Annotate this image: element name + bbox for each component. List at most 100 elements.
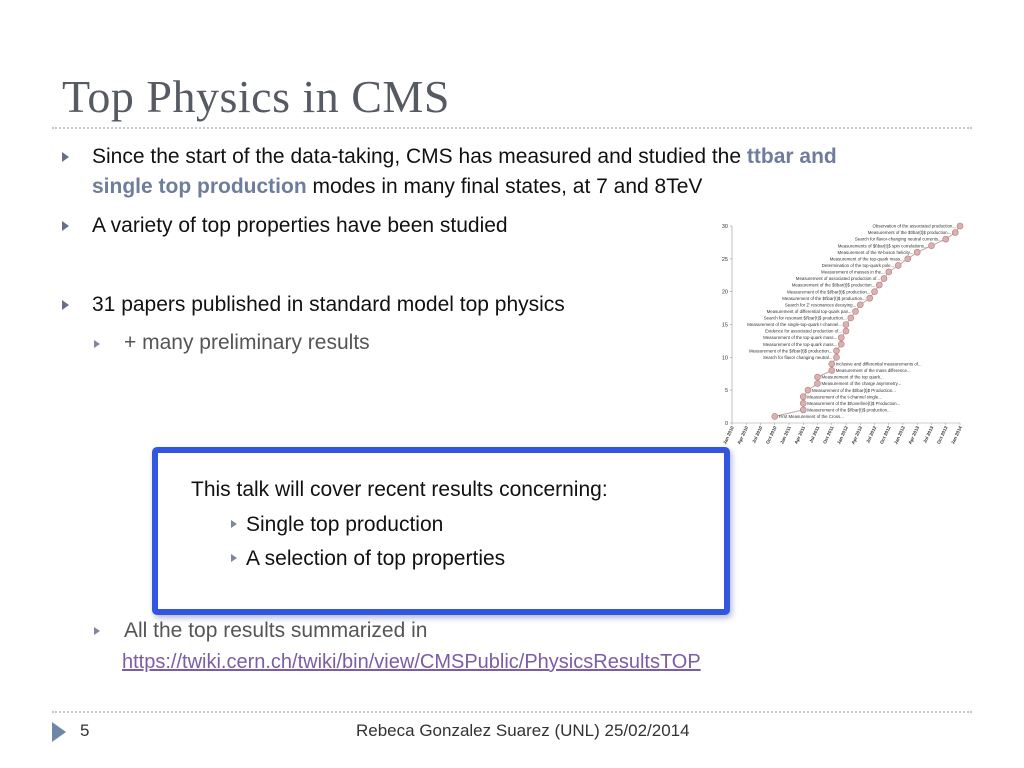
paper-label: Measurement of the $t\overline{t}$ Produ… — [807, 401, 900, 406]
paper-marker — [847, 314, 855, 322]
x-tick-label: Jan 2010 — [722, 425, 735, 445]
paper-label: Search for flavor-changing neutral curre… — [855, 237, 942, 242]
sub-bullet-preliminary: + many preliminary results — [124, 331, 370, 354]
paper-marker — [875, 281, 883, 289]
paper-marker — [799, 406, 807, 414]
page-number: 5 — [80, 721, 90, 740]
x-tick-label: Oct 2013 — [936, 425, 949, 445]
bullet-ttbar-line2: single top production modes in many fina… — [92, 172, 702, 202]
paper-label: Measurement of the $t\bar{t}$ Production… — [812, 388, 896, 393]
x-tick-label: Oct 2010 — [765, 425, 778, 445]
paper-label: Measurement of differential top-quark pa… — [767, 309, 852, 314]
paper-label: Measurement of the t-channel single... — [807, 394, 882, 399]
paper-marker — [951, 229, 959, 236]
bullet-text: modes in many final states, at 7 and 8Te… — [306, 175, 703, 198]
paper-marker — [852, 308, 859, 315]
y-tick-label: 0 — [725, 421, 728, 427]
paper-marker — [904, 255, 912, 263]
y-tick-label: 30 — [722, 224, 728, 230]
y-tick-label: 25 — [722, 257, 728, 263]
paper-label: Measurement of the charge asymmetry... — [822, 381, 902, 386]
x-tick-label: Apr 2010 — [736, 425, 749, 445]
paper-marker — [833, 347, 840, 355]
paper-marker — [842, 321, 850, 328]
x-tick-label: Jan 2012 — [836, 425, 849, 445]
x-tick-label: Oct 2012 — [879, 425, 892, 445]
paper-label: First Measurement of the Cross... — [779, 414, 844, 419]
x-tick-label: Apr 2012 — [850, 425, 863, 445]
paper-marker — [866, 294, 874, 302]
paper-label: Measurement of the top-quark mass... — [763, 342, 837, 347]
footer-arrow-icon — [52, 722, 66, 742]
paper-marker — [856, 301, 864, 309]
paper-label: Measurement of the single-top-quark t-ch… — [747, 322, 842, 327]
paper-marker — [894, 262, 902, 269]
sub-bullet-arrow-icon — [94, 627, 100, 635]
x-tick-label: Jul 2012 — [865, 425, 877, 444]
x-tick-label: Jul 2011 — [808, 425, 820, 444]
bullet-arrow-icon — [62, 152, 69, 162]
title-divider — [52, 127, 972, 129]
bullet-arrow-icon — [62, 221, 69, 231]
paper-label: Measurement of the $t\bar{t}$ production… — [868, 230, 951, 235]
box-heading: This talk will cover recent results conc… — [191, 478, 608, 501]
box-bullet-arrow-icon — [231, 554, 237, 562]
paper-marker — [942, 235, 950, 243]
paper-label: Measurement of the $t\bar{t}$ production… — [787, 289, 870, 294]
bullet-ttbar-line1: Since the start of the data-taking, CMS … — [92, 142, 837, 172]
x-tick-label: Jan 2011 — [779, 425, 792, 445]
y-tick-label: 10 — [722, 355, 728, 361]
box-item-top-properties: A selection of top properties — [246, 547, 506, 570]
paper-marker — [799, 400, 807, 407]
footer-divider — [52, 711, 972, 713]
x-tick-label: Jul 2010 — [751, 425, 763, 444]
paper-marker — [837, 334, 845, 341]
paper-marker — [885, 268, 893, 276]
highlight-single-top: single top production — [92, 175, 307, 198]
x-tick-label: Jan 2014 — [950, 425, 963, 445]
paper-label: Evidence for associated production of... — [765, 329, 842, 334]
paper-marker — [871, 288, 878, 295]
paper-marker — [828, 367, 836, 374]
y-tick-label: 15 — [722, 323, 728, 329]
paper-label: Observation of the associated production… — [873, 224, 956, 229]
x-tick-label: Oct 2011 — [822, 425, 835, 445]
sub-bullet-arrow-icon — [94, 340, 100, 348]
paper-marker — [842, 327, 850, 335]
paper-label: Search for resonant $t\bar{t}$ productio… — [764, 316, 847, 321]
paper-marker — [837, 340, 845, 348]
paper-label: Measurement of the top quark... — [822, 375, 884, 380]
x-tick-label: Jan 2013 — [893, 425, 906, 445]
paper-label: Measurement of the $t\bar{t}$ production… — [807, 407, 890, 412]
paper-label: Measurement of the mass difference... — [836, 368, 911, 373]
paper-marker — [913, 248, 921, 256]
x-tick-label: Jul 2013 — [922, 425, 934, 444]
y-tick-label: 20 — [722, 290, 728, 296]
paper-label: Measurement of the top-quark mass... — [763, 335, 837, 340]
bullet-text: Since the start of the data-taking, CMS … — [92, 145, 747, 168]
y-tick-label: 5 — [725, 388, 728, 394]
paper-marker — [828, 360, 836, 368]
paper-label: Measurement of the $t\bar{t}$ production… — [792, 283, 875, 288]
x-tick-label: Apr 2013 — [907, 425, 920, 445]
bullet-properties: A variety of top properties have been st… — [92, 214, 508, 237]
paper-label: Inclusive and differential measurements … — [836, 362, 922, 367]
paper-marker — [833, 354, 840, 361]
highlight-ttbar: ttbar and — [746, 145, 837, 168]
twiki-link[interactable]: https://twiki.cern.ch/twiki/bin/view/CMS… — [122, 647, 701, 677]
talk-scope-box: This talk will cover recent results conc… — [152, 447, 730, 615]
paper-label: Measurement of the $t\bar{t}$ production… — [749, 348, 832, 353]
paper-marker — [928, 242, 935, 250]
paper-marker — [771, 413, 779, 420]
paper-label: Measurement of associated production of.… — [796, 276, 880, 281]
paper-label: Measurements of $t\bar{t}$ spin correlat… — [838, 243, 928, 248]
x-tick-label: Apr 2011 — [794, 425, 807, 445]
twiki-link-text[interactable]: https://twiki.cern.ch/twiki/bin/view/CMS… — [122, 651, 701, 673]
paper-label: Search for flavor changing neutral... — [763, 355, 833, 360]
paper-marker — [804, 386, 812, 394]
bullet-papers: 31 papers published in standard model to… — [92, 293, 565, 316]
paper-marker — [814, 373, 821, 381]
summary-text: All the top results summarized in — [124, 619, 428, 642]
bullet-arrow-icon — [62, 300, 69, 310]
